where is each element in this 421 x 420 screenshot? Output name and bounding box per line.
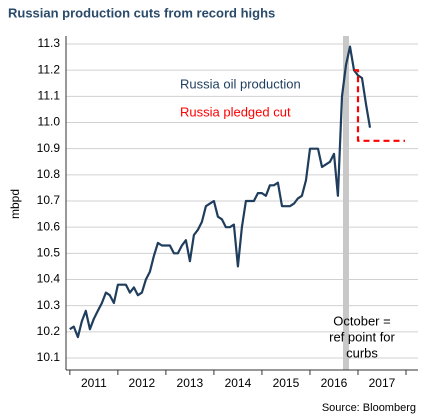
highlight-band [342, 36, 349, 370]
legend-entry: Russia pledged cut [180, 104, 291, 119]
annotation: curbs [346, 345, 378, 360]
x-tick-label: 2013 [177, 376, 204, 390]
series-line [69, 45, 372, 339]
source: Source: Bloomberg [322, 402, 416, 414]
y-tick-label: 10.6 [37, 219, 61, 233]
y-tick-label: 10.5 [37, 246, 61, 260]
y-tick-label: 10.9 [37, 141, 61, 155]
x-tick-label: 2014 [225, 376, 252, 390]
x-tick-label: 2012 [129, 376, 156, 390]
legend-entry: Russia oil production [180, 76, 301, 91]
y-tick-label: 11.0 [38, 115, 61, 129]
x-tick-label: 2016 [321, 376, 348, 390]
y-tick-label: 10.2 [37, 324, 61, 338]
y-tick-label: 10.1 [37, 350, 61, 364]
y-tick-label: 10.8 [37, 167, 61, 181]
series-line [354, 69, 405, 142]
chart-title: Russian production cuts from record high… [8, 5, 275, 20]
y-tick-label: 10.7 [37, 193, 61, 207]
annotation: ref point for [329, 329, 395, 344]
annotation: October = [333, 313, 390, 328]
y-tick-label: 11.1 [38, 89, 61, 103]
x-tick-label: 2015 [273, 376, 300, 390]
y-tick-label: 10.3 [37, 298, 61, 312]
y-tick-label: 10.4 [37, 272, 61, 286]
y-axis-label: mbpd [8, 189, 22, 219]
x-tick-label: 2011 [81, 376, 107, 390]
y-tick-label: 11.3 [38, 36, 61, 50]
x-tick-label: 2017 [369, 376, 396, 390]
y-tick-label: 11.2 [38, 62, 61, 76]
